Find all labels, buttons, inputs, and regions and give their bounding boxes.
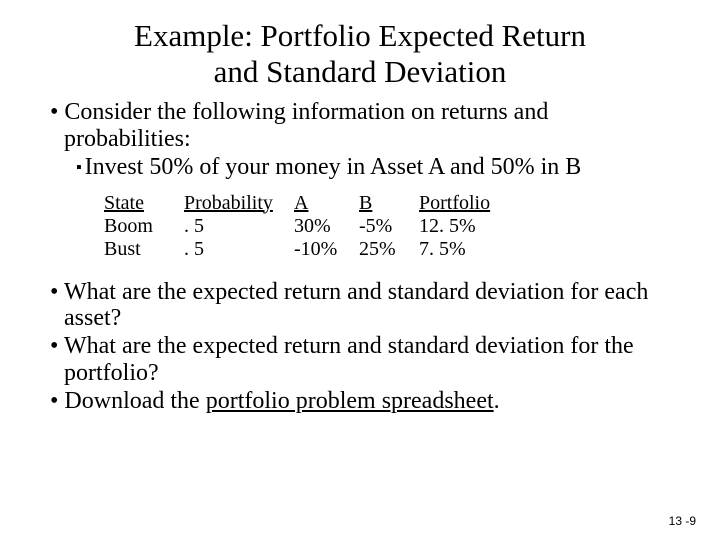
cell-b: 25% — [359, 238, 419, 261]
cell-a: -10% — [294, 238, 359, 261]
cell-prob: . 5 — [184, 215, 294, 238]
download-pre: Download the — [64, 388, 205, 414]
table-header-row: State Probability A B Portfolio — [104, 192, 509, 215]
cell-port: 7. 5% — [419, 238, 509, 261]
cell-b: -5% — [359, 215, 419, 238]
slide-title: Example: Portfolio Expected Return and S… — [44, 18, 676, 89]
bullet-question-portfolio: What are the expected return and standar… — [44, 333, 676, 386]
title-line-2: and Standard Deviation — [214, 54, 507, 89]
cell-prob: . 5 — [184, 238, 294, 261]
bullet-question-asset: What are the expected return and standar… — [44, 279, 676, 332]
spreadsheet-link[interactable]: portfolio problem spreadsheet — [206, 388, 494, 414]
title-line-1: Example: Portfolio Expected Return — [134, 18, 586, 53]
cell-port: 12. 5% — [419, 215, 509, 238]
table-row: Bust . 5 -10% 25% 7. 5% — [104, 238, 509, 261]
slide-number: 13 -9 — [669, 514, 696, 528]
returns-table-wrap: State Probability A B Portfolio Boom . 5… — [44, 192, 676, 261]
cell-state: Boom — [104, 215, 184, 238]
header-portfolio: Portfolio — [419, 192, 509, 215]
table-row: Boom . 5 30% -5% 12. 5% — [104, 215, 509, 238]
header-a: A — [294, 192, 359, 215]
header-b: B — [359, 192, 419, 215]
download-post: . — [494, 388, 500, 414]
header-state: State — [104, 192, 184, 215]
bullet-download: Download the portfolio problem spreadshe… — [44, 388, 676, 414]
bullet-invest: Invest 50% of your money in Asset A and … — [44, 154, 676, 182]
slide: Example: Portfolio Expected Return and S… — [0, 0, 720, 415]
cell-state: Bust — [104, 238, 184, 261]
cell-a: 30% — [294, 215, 359, 238]
returns-table: State Probability A B Portfolio Boom . 5… — [104, 192, 509, 261]
header-probability: Probability — [184, 192, 294, 215]
bullet-consider: Consider the following information on re… — [44, 99, 676, 152]
